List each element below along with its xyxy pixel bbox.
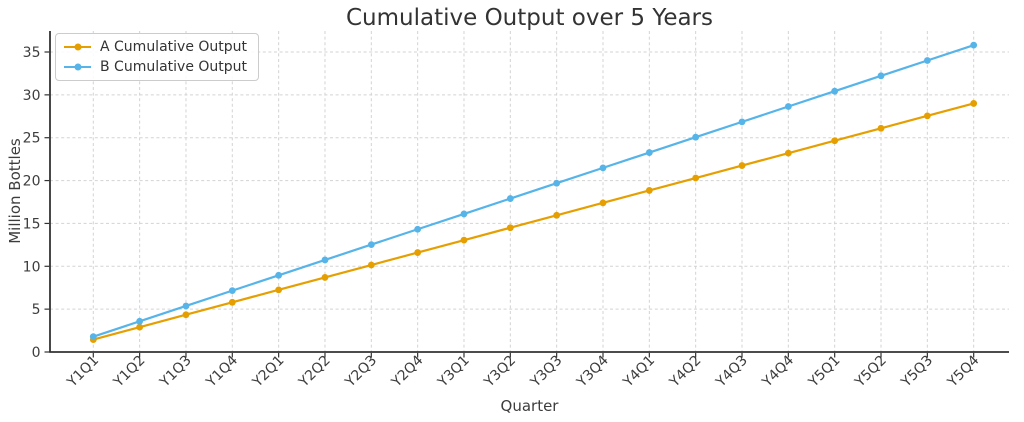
data-point-0-Y2Q3: [367, 261, 375, 269]
data-point-0-Y4Q4: [784, 149, 792, 157]
x-tick-label: Y1Q1: [64, 353, 102, 391]
legend-swatch-a: [64, 43, 91, 51]
x-tick-label: Y2Q4: [388, 352, 427, 391]
data-point-0-Y5Q4: [970, 100, 978, 107]
data-point-1-Y3Q1: [460, 210, 468, 218]
y-tick-label: 0: [32, 345, 41, 361]
data-point-0-Y3Q3: [553, 211, 561, 219]
series-line-1: [92, 44, 975, 338]
data-point-1-Y4Q1: [645, 149, 653, 156]
data-point-0-Y2Q4: [414, 249, 422, 256]
x-tick-label: Y4Q4: [759, 352, 798, 391]
data-point-1-Y3Q3: [553, 179, 561, 187]
data-point-0-Y1Q4: [228, 298, 236, 306]
x-tick-label: Y3Q2: [481, 353, 519, 391]
data-point-0-Y3Q2: [506, 224, 514, 232]
data-point-1-Y1Q2: [136, 317, 144, 325]
data-point-0-Y1Q2: [136, 323, 144, 331]
data-point-0-Y4Q3: [738, 162, 746, 169]
x-tick-label: Y5Q4: [944, 352, 983, 391]
y-tick-label: 20: [23, 174, 41, 190]
data-point-0-Y5Q2: [877, 124, 885, 132]
data-point-1-Y2Q1: [275, 271, 283, 279]
x-tick-label: Y3Q3: [527, 353, 565, 391]
data-point-1-Y5Q2: [877, 72, 885, 80]
x-tick-label: Y5Q2: [851, 353, 889, 391]
legend-marker-b: [74, 63, 81, 71]
y-tick-label: 35: [23, 45, 41, 61]
legend: A Cumulative Output B Cumulative Output: [55, 33, 260, 81]
legend-item-series-b: B Cumulative Output: [64, 59, 247, 75]
legend-label-b: B Cumulative Output: [100, 59, 248, 75]
data-point-1-Y2Q3: [367, 241, 375, 249]
data-point-1-Y1Q1: [89, 333, 97, 341]
data-point-1-Y4Q3: [738, 118, 746, 126]
y-axis-label: Million Bottles: [6, 138, 24, 244]
x-tick-label: Y3Q1: [434, 353, 472, 391]
y-tick-label: 30: [23, 88, 41, 104]
x-tick-label: Y2Q1: [249, 353, 287, 391]
legend-marker-a: [74, 43, 81, 51]
series-line-0: [92, 102, 975, 341]
data-point-1-Y1Q3: [182, 302, 190, 310]
data-point-1-Y3Q2: [506, 195, 514, 202]
x-tick-label: Y4Q2: [666, 353, 704, 391]
x-axis-label: Quarter: [500, 397, 559, 415]
data-point-0-Y3Q1: [460, 236, 468, 244]
x-tick-label: Y1Q3: [156, 353, 194, 391]
y-tick-label: 25: [23, 131, 41, 147]
data-point-0-Y1Q3: [182, 311, 190, 319]
legend-item-series-a: A Cumulative Output: [64, 39, 247, 55]
x-tick-label: Y4Q1: [620, 353, 658, 391]
data-point-1-Y4Q4: [784, 103, 792, 110]
data-point-0-Y4Q1: [645, 187, 653, 194]
x-tick-label: Y5Q3: [898, 353, 936, 391]
data-point-0-Y3Q4: [599, 199, 607, 207]
data-point-1-Y2Q2: [321, 256, 329, 264]
data-point-1-Y5Q1: [831, 87, 839, 95]
data-point-1-Y4Q2: [692, 133, 700, 141]
y-tick-label: 5: [32, 302, 41, 318]
data-point-0-Y2Q1: [275, 286, 283, 294]
x-tick-label: Y2Q3: [342, 353, 380, 391]
y-tick-label: 15: [23, 216, 41, 232]
data-point-1-Y5Q4: [970, 41, 978, 49]
data-point-0-Y4Q2: [692, 174, 700, 182]
chart-title: Cumulative Output over 5 Years: [345, 5, 713, 31]
data-point-0-Y5Q3: [923, 112, 931, 120]
data-point-1-Y1Q4: [228, 287, 236, 295]
data-point-1-Y3Q4: [599, 164, 607, 172]
x-tick-label: Y5Q1: [805, 353, 843, 391]
x-tick-label: Y4Q3: [712, 353, 750, 391]
data-point-0-Y2Q2: [321, 274, 329, 281]
x-tick-label: Y2Q2: [295, 353, 333, 391]
data-point-1-Y5Q3: [923, 57, 931, 64]
legend-swatch-b: [64, 63, 91, 71]
y-tick-label: 10: [23, 259, 41, 275]
x-tick-label: Y1Q4: [203, 352, 242, 391]
data-point-1-Y2Q4: [414, 225, 422, 233]
x-tick-label: Y3Q4: [573, 352, 612, 391]
legend-label-a: A Cumulative Output: [100, 39, 248, 55]
x-tick-label: Y1Q2: [110, 353, 148, 391]
data-point-0-Y5Q1: [831, 137, 839, 145]
